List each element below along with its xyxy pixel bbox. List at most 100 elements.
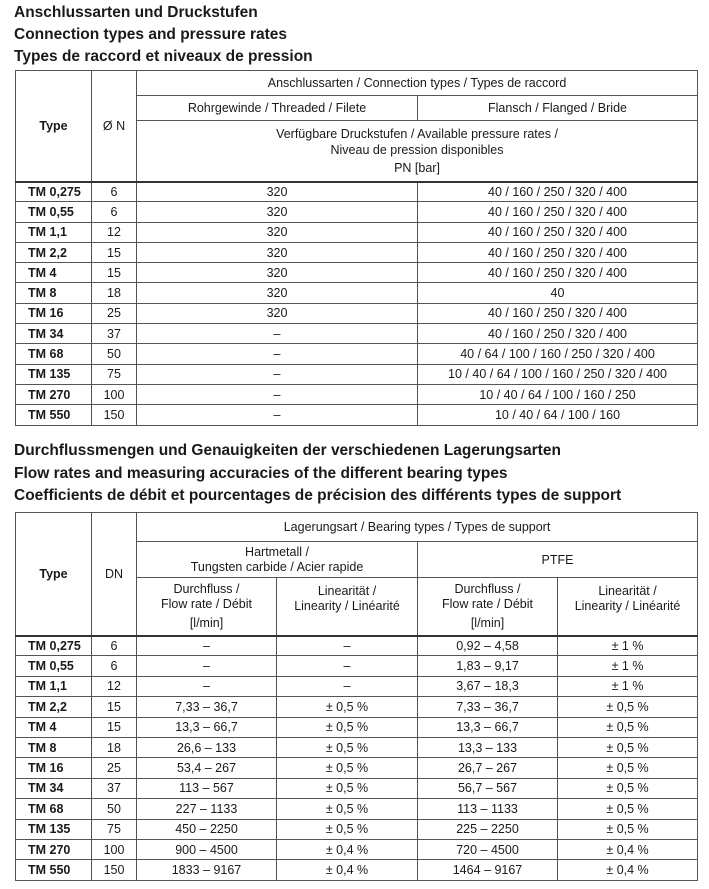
header-bearing-types: Lagerungsart / Bearing types / Types de … [135, 512, 699, 542]
cell-ptfe-linearity: ± 0,5 % [556, 736, 699, 759]
pressure-line1: Verfügbare Druckstufen / Available press… [276, 126, 558, 141]
cell-carbide-linearity: ± 0,5 % [276, 757, 418, 779]
cell-type: TM 16 [15, 302, 92, 325]
cell-threaded-pn: – [136, 343, 418, 365]
table-row: TM 1,1 12 320 40 / 160 / 250 / 320 / 400 [15, 221, 699, 243]
flow-line1: Durchfluss / [173, 581, 240, 596]
cell-flanged-pn: 40 / 160 / 250 / 320 / 400 [416, 201, 699, 223]
header-linearity-ptfe: Linearität / Linearity / Linéarité [556, 577, 699, 636]
cell-type: TM 68 [15, 798, 92, 820]
cell-type: TM 34 [15, 777, 92, 800]
table-row: TM 1,1 12– –3,67 – 18,3 ± 1 % [15, 675, 699, 698]
cell-carbide-flow: – [136, 675, 277, 698]
cell-threaded-pn: – [136, 404, 418, 426]
cell-dn: 75 [91, 363, 137, 385]
table-row: TM 0,55 6– –1,83 – 9,17 ± 1 % [15, 655, 699, 677]
cell-ptfe-linearity: ± 0,5 % [556, 818, 699, 840]
section1-title-fr: Types de raccord et niveaux de pression [14, 48, 313, 65]
cell-type: TM 550 [15, 859, 92, 881]
cell-carbide-linearity: ± 0,5 % [276, 716, 418, 738]
cell-type: TM 2,2 [15, 241, 92, 264]
cell-dn: 100 [91, 838, 137, 861]
cell-ptfe-linearity: ± 1 % [556, 675, 699, 698]
header-flow-carbide: Durchfluss / Flow rate / Débit [l/min] [136, 577, 277, 636]
cell-type: TM 0,275 [15, 180, 92, 203]
cell-type: TM 8 [15, 282, 92, 304]
table-row: TM 2,2 15 320 40 / 160 / 250 / 320 / 400 [15, 241, 699, 264]
header-threaded: Rohrgewinde / Threaded / Filete [136, 95, 418, 121]
carbide-line1: Hartmetall / [245, 544, 309, 559]
cell-type: TM 4 [15, 262, 92, 284]
section1-title-en: Connection types and pressure rates [14, 26, 288, 43]
cell-dn: 15 [91, 716, 137, 738]
cell-carbide-linearity: ± 0,5 % [276, 736, 418, 759]
header-pressure: Verfügbare Druckstufen / Available press… [135, 120, 699, 182]
cell-ptfe-linearity: ± 0,4 % [556, 859, 699, 881]
cell-carbide-flow: 26,6 – 133 [136, 736, 277, 759]
cell-type: TM 1,1 [15, 221, 92, 243]
table-row: TM 8 18 26,6 – 133 ± 0,5 % 13,3 – 133 ± 0,5 % [15, 736, 699, 759]
cell-dn: 18 [91, 736, 137, 759]
flow-line2: Flow rate / Débit [160, 596, 252, 611]
flow-rates-table: Type DN Lagerungsart / Bearing types / Typ… [15, 512, 699, 881]
connection-types-table: Type Ø N Anschlussarten / Connection types… [15, 70, 699, 426]
table-row: TM 0,275 6 320 40 / 160 / 250 / 320 / 400 [15, 180, 699, 203]
cell-ptfe-linearity: ± 0,5 % [556, 757, 699, 779]
cell-carbide-flow: 113 – 567 [136, 777, 277, 800]
header-dn: Ø N [91, 70, 137, 182]
cell-ptfe-flow: 13,3 – 66,7 [417, 716, 558, 738]
cell-ptfe-flow: 225 – 2250 [417, 818, 558, 840]
cell-flanged-pn: 40 / 160 / 250 / 320 / 400 [416, 180, 699, 203]
header-connection-types: Anschlussarten / Connection types / Type… [135, 70, 699, 96]
cell-dn: 50 [91, 343, 137, 365]
cell-flanged-pn: 40 / 160 / 250 / 320 / 400 [416, 241, 699, 264]
cell-flanged-pn: 40 / 160 / 250 / 320 / 400 [416, 262, 699, 284]
carbide-line2: Tungsten carbide / Acier rapide [190, 559, 364, 574]
cell-carbide-flow: 53,4 – 267 [136, 757, 277, 779]
cell-carbide-flow: 1833 – 9167 [136, 859, 277, 881]
header-linearity-carbide: Linearität / Linearity / Linéarité [276, 577, 418, 636]
cell-threaded-pn: 320 [136, 221, 418, 243]
header-ptfe: PTFE [416, 541, 699, 578]
table-row: TM 4 15 320 40 / 160 / 250 / 320 / 400 [15, 262, 699, 284]
cell-type: TM 68 [15, 343, 92, 365]
header-dn: DN [91, 512, 137, 636]
table-row: TM 2,2 15 7,33 – 36,7 ± 0,5 % 7,33 – 36,7 ± 0… [15, 696, 699, 718]
table-row: TM 34 37–40 / 160 / 250 / 320 / 400 [15, 323, 699, 345]
cell-carbide-linearity: ± 0,5 % [276, 777, 418, 800]
header-type: Type [15, 512, 92, 636]
table-row: TM 68 50–40 / 64 / 100 / 160 / 250 / 320 … [15, 343, 699, 365]
cell-threaded-pn: 320 [136, 302, 418, 325]
cell-dn: 12 [91, 221, 137, 243]
table-row: TM 550 150–10 / 40 / 64 / 100 / 160 [15, 404, 699, 426]
table-row: TM 135 75–10 / 40 / 64 / 100 / 160 / 250 … [15, 363, 699, 385]
cell-carbide-linearity: ± 0,5 % [276, 696, 418, 718]
cell-flanged-pn: 40 / 64 / 100 / 160 / 250 / 320 / 400 [416, 343, 699, 365]
cell-carbide-linearity: – [276, 675, 418, 698]
cell-threaded-pn: 320 [136, 262, 418, 284]
lin-line1: Linearität / [317, 584, 377, 598]
cell-carbide-linearity: – [276, 634, 418, 657]
section1-title-de: Anschlussarten und Druckstufen [14, 4, 258, 21]
cell-dn: 6 [91, 201, 137, 223]
cell-carbide-linearity: – [276, 655, 418, 677]
table-row: TM 4 15 13,3 – 66,7 ± 0,5 % 13,3 – 66,7 ± 0,5… [15, 716, 699, 738]
table-row: TM 0,275 6– –0,92 – 4,58 ± 1 % [15, 634, 699, 657]
cell-carbide-linearity: ± 0,4 % [276, 838, 418, 861]
cell-dn: 6 [91, 180, 137, 203]
cell-type: TM 135 [15, 363, 92, 385]
cell-carbide-flow: 227 – 1133 [136, 798, 277, 820]
flow-unit: [l/min] [189, 615, 224, 630]
cell-type: TM 270 [15, 838, 92, 861]
cell-dn: 15 [91, 696, 137, 718]
cell-type: TM 0,55 [15, 201, 92, 223]
cell-ptfe-flow: 13,3 – 133 [417, 736, 558, 759]
cell-carbide-flow: – [136, 655, 277, 677]
table-row: TM 68 50 227 – 1133 ± 0,5 % 113 – 1133 ± 0,5 … [15, 798, 699, 820]
cell-flanged-pn: 40 / 160 / 250 / 320 / 400 [416, 323, 699, 345]
cell-threaded-pn: – [136, 323, 418, 345]
lin-line1: Linearität / [598, 584, 657, 598]
cell-carbide-flow: 900 – 4500 [136, 838, 277, 861]
cell-dn: 18 [91, 282, 137, 304]
table-row: TM 34 37 113 – 567 ± 0,5 % 56,7 – 567 ± 0,5 % [15, 777, 699, 800]
